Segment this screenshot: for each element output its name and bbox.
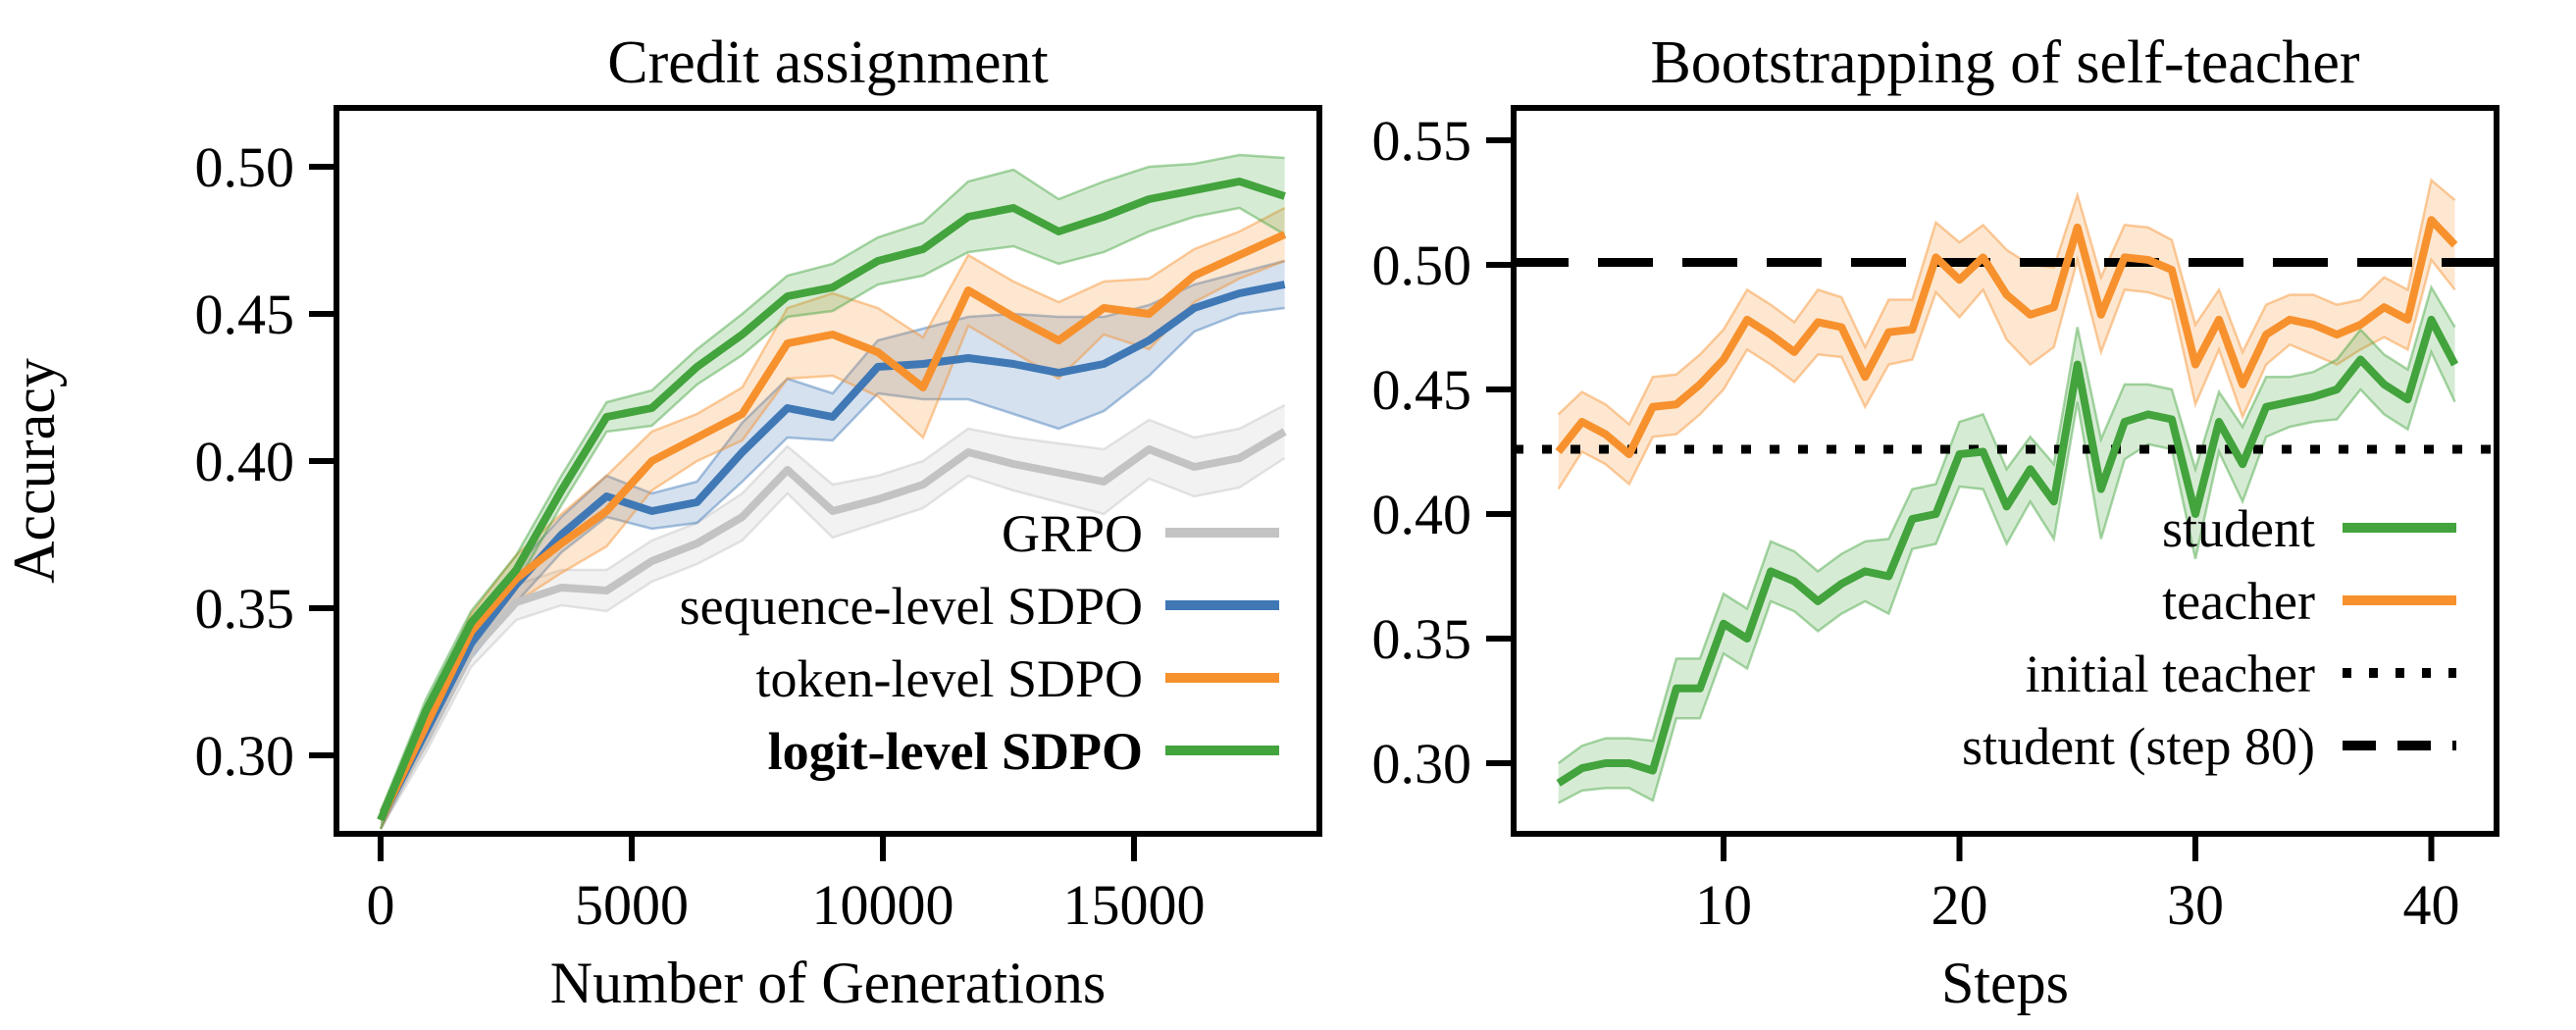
series-line-grpo xyxy=(377,428,1287,822)
y-tick-label: 0.50 xyxy=(195,135,295,199)
y-tick-label: 0.55 xyxy=(1372,109,1472,173)
series-line-teacher xyxy=(1555,216,2458,459)
x-tick-label: 10 xyxy=(1695,873,1752,937)
legend-label-logit-level-sdpo: logit-level SDPO xyxy=(768,722,1143,781)
plot-data-area xyxy=(377,153,1287,830)
band-edge-lower xyxy=(1558,348,2456,804)
y-tick-label: 0.40 xyxy=(1372,483,1472,546)
band-edge-upper xyxy=(379,403,1286,812)
y-tick-label: 0.45 xyxy=(1372,358,1472,422)
band-grpo xyxy=(381,405,1285,829)
band-student xyxy=(1558,286,2455,803)
legend-label-student: student xyxy=(2162,499,2315,558)
band-edge-lower xyxy=(1557,255,2456,490)
band-edge-lower xyxy=(379,306,1285,830)
series-line-token-level-sdpo xyxy=(377,231,1287,822)
left-plot-x-axis-label: Number of Generations xyxy=(550,951,1106,1015)
y-tick-label: 0.30 xyxy=(195,724,295,788)
right-plot-bootstrapping: 10 20 30 40 0.30 0.35 0.40 0.45 0.50 0.55 student t… xyxy=(1372,105,2499,937)
x-tick-label: 40 xyxy=(2403,873,2460,937)
band-edge-lower xyxy=(379,206,1286,830)
legend-label-token-level-sdpo: token-level SDPO xyxy=(756,649,1143,708)
y-tick-label: 0.40 xyxy=(195,430,295,493)
x-tick-label: 10000 xyxy=(812,873,954,937)
series-line-student xyxy=(1556,315,2459,787)
legend-label-grpo: GRPO xyxy=(1002,504,1143,563)
legend-label-sequence-level-sdpo: sequence-level SDPO xyxy=(680,577,1143,636)
y-tick-label: 0.45 xyxy=(195,283,295,346)
band-sequence-level-sdpo xyxy=(381,261,1285,829)
y-tick-label: 0.50 xyxy=(1372,233,1472,297)
band-token-level-sdpo xyxy=(381,208,1285,829)
series-line-logit-level-sdpo xyxy=(377,178,1286,822)
x-tick-label: 30 xyxy=(2167,873,2224,937)
plot-frame xyxy=(1511,105,2499,837)
left-plot-title: Credit assignment xyxy=(607,29,1048,96)
plot-frame xyxy=(334,105,1322,837)
x-tick-label: 15000 xyxy=(1063,873,1206,937)
legend-label-teacher: teacher xyxy=(2162,572,2315,631)
y-tick-label: 0.35 xyxy=(1372,607,1472,671)
x-tick-label: 0 xyxy=(367,873,395,937)
legend-label-student-step-80-: student (step 80) xyxy=(1962,717,2315,776)
y-tick-label: 0.30 xyxy=(1372,732,1472,796)
x-tick-label: 20 xyxy=(1932,873,1988,937)
legend-label-initial-teacher: initial teacher xyxy=(2026,644,2315,703)
band-edge-lower xyxy=(379,456,1286,830)
right-plot-title: Bootstrapping of self-teacher xyxy=(1650,29,2359,96)
left-plot-credit-assignment: 0 5000 10000 15000 0.30 0.35 0.40 0.45 0.50 GRPO s… xyxy=(195,105,1322,937)
band-edge-upper xyxy=(1557,178,2456,427)
x-tick-label: 5000 xyxy=(575,873,689,937)
band-edge-upper xyxy=(1557,283,2456,765)
y-tick-label: 0.35 xyxy=(195,577,295,641)
band-edge-upper xyxy=(379,153,1285,812)
left-plot-y-axis-label: Accuracy xyxy=(2,358,67,584)
plot-data-area xyxy=(1514,178,2497,804)
right-plot-x-axis-label: Steps xyxy=(1941,951,2069,1015)
band-teacher xyxy=(1558,180,2455,489)
